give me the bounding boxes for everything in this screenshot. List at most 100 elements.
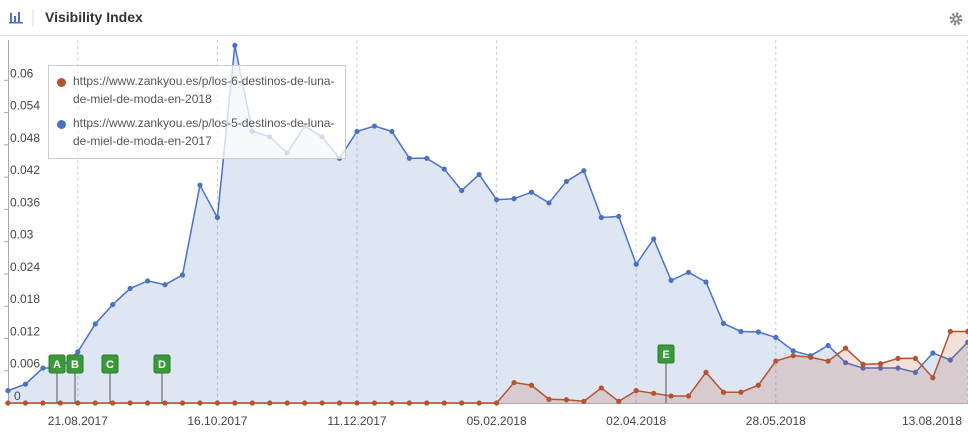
data-point [720, 320, 727, 327]
data-point [808, 354, 814, 360]
data-point [912, 369, 919, 375]
data-point [790, 348, 796, 354]
data-point [406, 155, 412, 161]
data-point [92, 321, 98, 327]
data-point [110, 400, 116, 406]
data-point [336, 400, 343, 406]
x-tick-label: 16.10.2017 [187, 414, 247, 428]
data-point [773, 334, 779, 340]
data-point [424, 155, 430, 161]
data-point [651, 236, 657, 242]
data-point [581, 168, 587, 174]
data-point [476, 171, 482, 178]
data-point [947, 357, 953, 363]
data-point [633, 388, 639, 394]
data-point [511, 379, 517, 386]
event-label: B [71, 359, 79, 371]
legend-item[interactable]: https://www.zankyou.es/p/los-5-destinos-… [49, 112, 345, 154]
data-point [860, 361, 866, 367]
chart-icon [9, 12, 23, 24]
data-point [581, 398, 587, 404]
y-tick-label: 0.042 [10, 163, 40, 177]
data-point [127, 400, 133, 406]
event-marker [101, 354, 119, 374]
data-point [511, 196, 517, 202]
series-area [8, 331, 968, 403]
data-point [930, 375, 936, 381]
data-point [912, 355, 919, 361]
x-tick-label: 21.08.2017 [48, 414, 108, 428]
data-point [598, 214, 604, 221]
event-marker [153, 354, 171, 374]
data-point [703, 279, 709, 285]
data-point [441, 166, 447, 172]
event-label: D [158, 359, 166, 371]
event-label: E [662, 349, 669, 361]
data-point [75, 400, 81, 406]
x-tick-label: 02.04.2018 [606, 414, 666, 428]
event-label: C [106, 359, 114, 371]
data-point [616, 213, 622, 219]
data-point [389, 400, 395, 406]
data-point [319, 400, 325, 406]
data-point [441, 400, 447, 406]
legend-label: https://www.zankyou.es/p/los-5-destinos-… [73, 116, 335, 148]
legend-swatch [57, 78, 66, 87]
data-point [598, 385, 604, 391]
data-point [424, 400, 430, 406]
data-point [947, 328, 953, 335]
data-point [197, 182, 203, 188]
event-marker [48, 354, 66, 374]
legend-swatch [57, 120, 66, 129]
data-point [459, 400, 465, 406]
data-point [790, 353, 796, 359]
data-point [57, 400, 63, 406]
data-point [965, 339, 968, 345]
data-point [371, 400, 378, 406]
data-point [563, 178, 570, 185]
header-bar [0, 0, 968, 35]
data-point [179, 400, 186, 406]
data-point [755, 329, 761, 335]
data-point [668, 393, 674, 399]
legend-item[interactable]: https://www.zankyou.es/p/los-6-destinos-… [49, 70, 345, 112]
data-point [40, 365, 46, 371]
data-point [668, 277, 674, 283]
data-point [528, 189, 535, 195]
data-point [284, 400, 290, 406]
y-tick-label: 0.024 [10, 260, 40, 274]
event-marker [66, 354, 84, 374]
data-point [75, 349, 81, 355]
data-point [877, 365, 884, 371]
data-point [738, 389, 744, 395]
data-point [354, 400, 360, 406]
series-line [7, 45, 968, 392]
data-point [179, 272, 186, 278]
data-point [22, 381, 29, 387]
data-point [476, 400, 482, 406]
data-point [145, 278, 151, 284]
data-point [232, 42, 238, 48]
data-point [895, 365, 901, 371]
data-point [843, 345, 849, 351]
x-tick-label: 13.08.2018 [902, 414, 962, 428]
data-point [685, 269, 692, 275]
event-marker [657, 344, 675, 364]
data-point [703, 369, 709, 375]
y-tick-label: 0.006 [10, 357, 40, 371]
event-label: A [53, 359, 61, 371]
data-point [162, 282, 168, 288]
data-point [5, 400, 11, 406]
data-point [22, 400, 29, 406]
data-point [860, 365, 866, 371]
data-point [145, 400, 151, 406]
data-point [92, 400, 98, 406]
settings-icon[interactable] [949, 12, 963, 26]
data-point [267, 400, 273, 406]
y-tick-label: 0.03 [10, 228, 34, 242]
data-point [406, 400, 412, 406]
y-tick-label: 0.054 [10, 99, 40, 113]
data-point [214, 214, 220, 221]
data-point [127, 285, 133, 292]
